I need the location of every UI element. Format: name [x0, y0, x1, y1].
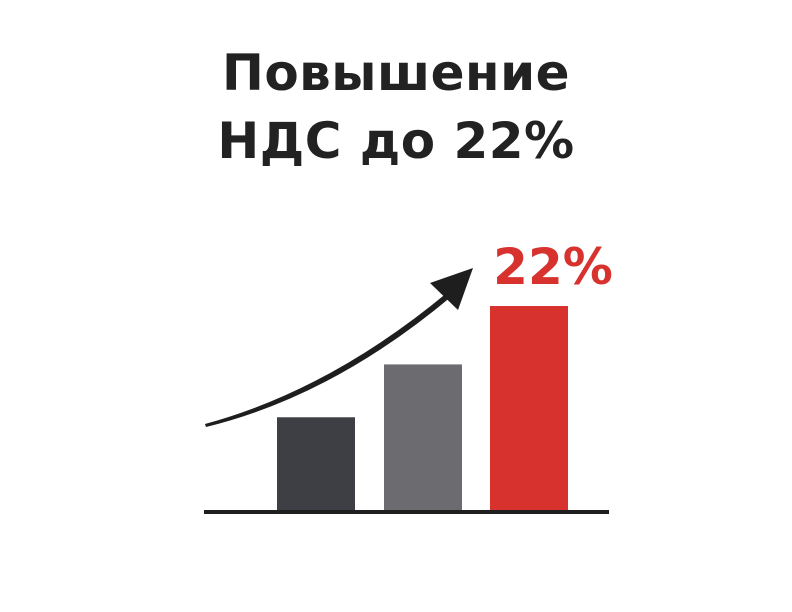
value-label: 22% — [493, 238, 613, 296]
trend-arrow-head-icon — [430, 268, 473, 310]
bar-3 — [490, 306, 568, 510]
bar-2 — [384, 364, 462, 510]
title-line-2: НДС до 22% — [217, 112, 575, 170]
title-line-1: Повышение — [221, 44, 571, 102]
bar-1 — [277, 417, 355, 510]
